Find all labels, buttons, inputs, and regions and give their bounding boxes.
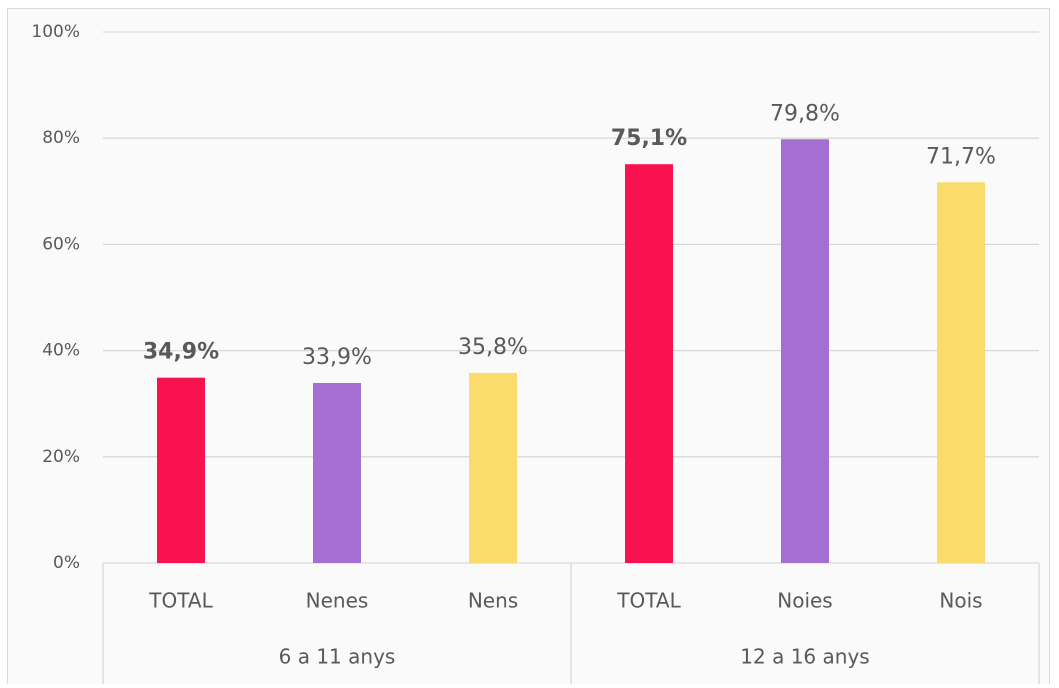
y-tick-label: 80% — [42, 128, 80, 148]
x-tick-label: Noies — [777, 589, 832, 613]
bar — [781, 139, 829, 563]
x-tick-label: Nois — [939, 589, 982, 613]
data-label: 33,9% — [302, 345, 372, 370]
x-tick-label: Nens — [468, 589, 518, 613]
y-tick-label: 40% — [42, 341, 80, 361]
data-label: 35,8% — [458, 335, 528, 360]
x-tick-label: Nenes — [306, 589, 369, 613]
data-label: 75,1% — [611, 126, 687, 151]
y-tick-label: 60% — [42, 234, 80, 254]
data-label: 34,9% — [143, 340, 219, 365]
data-label: 71,7% — [926, 144, 996, 169]
bar — [937, 182, 985, 563]
bar — [313, 382, 361, 563]
data-label: 79,8% — [770, 101, 840, 126]
bar — [625, 164, 673, 563]
x-tick-label: TOTAL — [616, 589, 681, 613]
group-label: 12 a 16 anys — [740, 645, 869, 669]
bar — [157, 377, 205, 563]
chart-frame — [7, 8, 1050, 688]
group-label: 6 a 11 anys — [279, 645, 396, 669]
x-tick-label: TOTAL — [148, 589, 213, 613]
y-tick-label: 20% — [42, 447, 80, 467]
y-tick-label: 100% — [31, 22, 80, 42]
bar — [469, 372, 517, 563]
y-tick-label: 0% — [53, 553, 80, 573]
